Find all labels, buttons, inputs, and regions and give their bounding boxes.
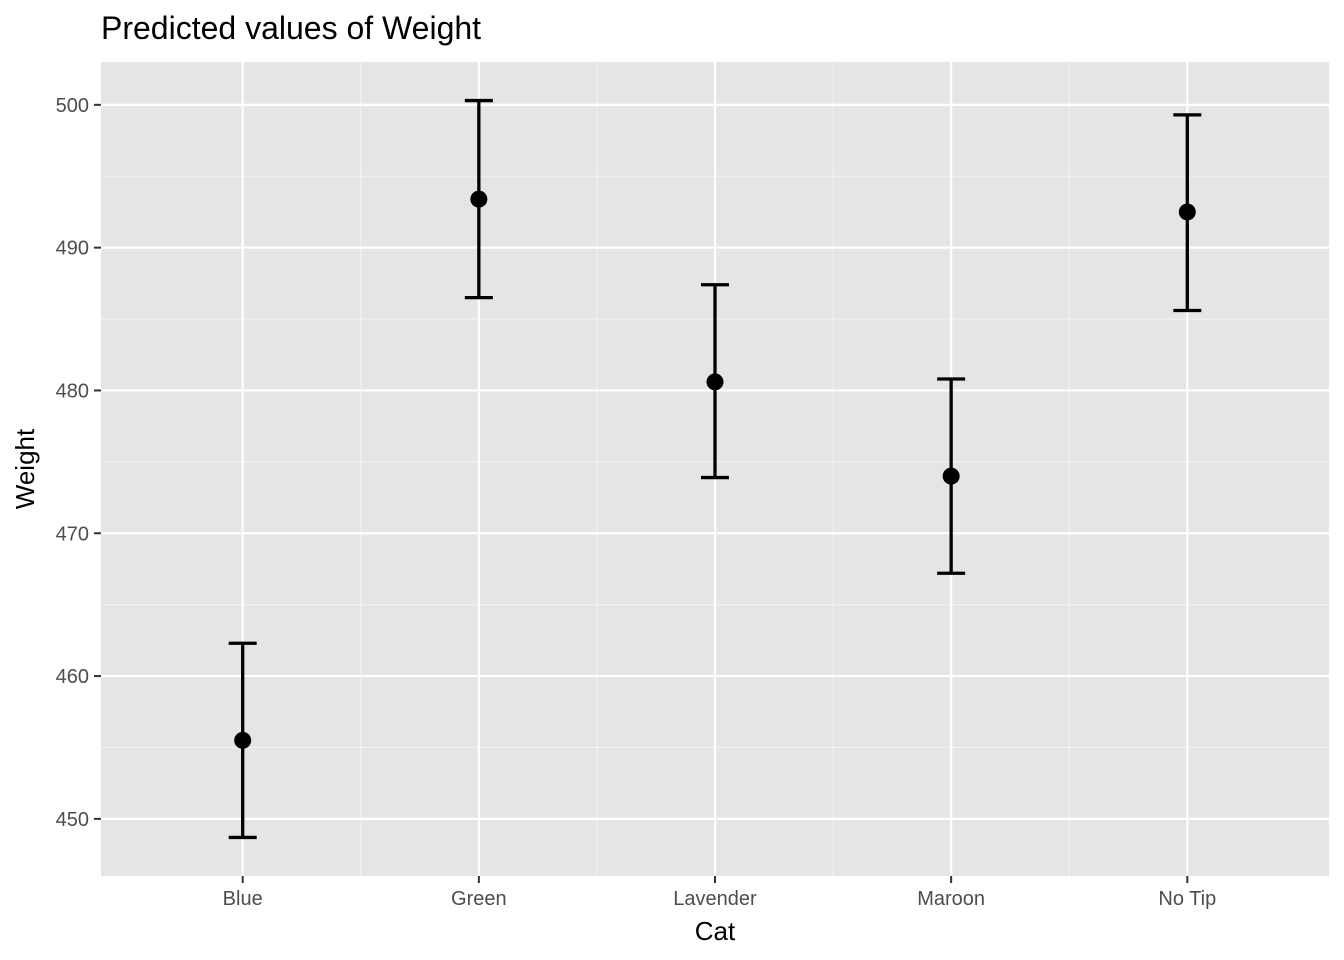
y-tick-label: 500 xyxy=(56,95,89,117)
data-point xyxy=(706,373,724,391)
y-axis: 450 460 470 480 490 500 xyxy=(56,95,101,831)
data-point-group xyxy=(464,98,493,300)
data-point-group xyxy=(937,377,966,575)
y-axis-title: Weight xyxy=(10,428,40,509)
x-tick-label: Lavender xyxy=(673,888,757,910)
x-tick-label: Blue xyxy=(223,888,263,910)
data-point xyxy=(942,467,960,485)
data-point-group xyxy=(701,283,729,480)
x-tick-label: Maroon xyxy=(917,888,985,910)
x-tick-label: No Tip xyxy=(1158,888,1216,910)
major-gridlines xyxy=(101,62,1329,876)
data-marks xyxy=(228,98,1202,840)
x-tick-label: Green xyxy=(451,888,507,910)
chart-title: Predicted values of Weight xyxy=(101,10,481,46)
data-point-group xyxy=(228,641,257,840)
y-tick-label: 450 xyxy=(56,809,89,831)
data-point-group xyxy=(1173,113,1202,313)
data-point xyxy=(470,190,488,208)
x-axis-title: Cat xyxy=(695,916,736,946)
y-tick-label: 480 xyxy=(56,380,89,402)
x-axis: Blue Green Lavender Maroon No Tip xyxy=(223,876,1216,910)
data-point xyxy=(234,731,252,749)
y-tick-label: 470 xyxy=(56,523,89,545)
y-tick-label: 490 xyxy=(56,238,89,260)
data-point xyxy=(1178,203,1196,221)
y-tick-label: 460 xyxy=(56,666,89,688)
